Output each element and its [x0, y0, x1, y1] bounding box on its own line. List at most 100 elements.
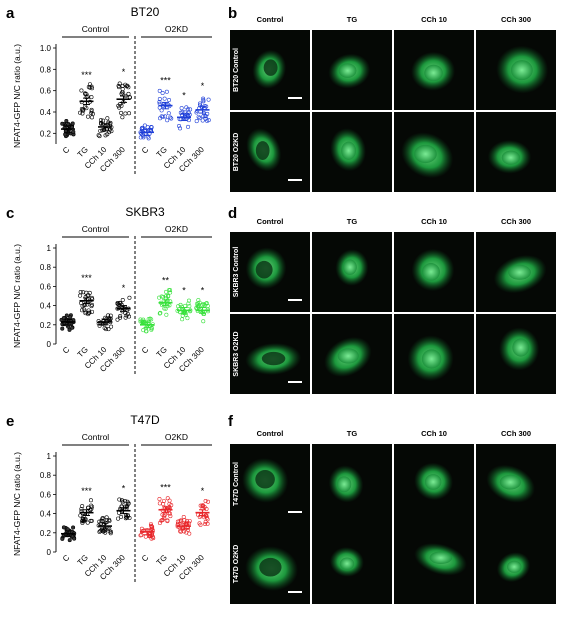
data-point — [109, 324, 114, 329]
image-row-label: BT20 Control — [233, 48, 240, 92]
data-point — [201, 114, 206, 119]
data-point — [182, 518, 187, 523]
data-point — [157, 295, 162, 300]
data-point — [205, 515, 210, 520]
data-point — [161, 502, 166, 507]
significance-stars: * — [201, 285, 205, 295]
y-tick-label: 0.2 — [40, 129, 52, 138]
data-point — [82, 307, 87, 312]
cell-nucleus — [263, 59, 278, 76]
data-point — [108, 529, 113, 534]
data-point — [186, 110, 191, 115]
image-column-header: CCh 300 — [501, 429, 531, 438]
data-point — [89, 518, 94, 523]
image-panel-label: f — [228, 413, 234, 430]
cell-nucleus — [510, 60, 533, 81]
cell-nucleus — [255, 141, 270, 160]
data-point — [187, 519, 192, 524]
x-tick-label: C — [61, 145, 72, 156]
data-point — [127, 111, 132, 116]
data-point — [166, 111, 171, 116]
data-point — [178, 126, 183, 131]
data-point — [200, 118, 205, 123]
x-tick-label: TG — [155, 553, 169, 567]
panel-skbr3: c d SKBR3 0 0.2 0.4 0.6 0.8 1 NFAT4-GFP N/C ratio… — [6, 205, 556, 394]
data-point — [206, 499, 211, 504]
data-point — [141, 135, 146, 140]
data-point — [126, 85, 131, 90]
data-point — [124, 505, 129, 510]
data-point — [177, 519, 182, 524]
y-tick-label: 0.8 — [40, 471, 52, 480]
group-label-control: Control — [82, 432, 110, 442]
data-point — [123, 499, 128, 504]
data-point — [169, 116, 174, 121]
data-point — [202, 312, 207, 317]
data-point — [90, 309, 95, 314]
data-point — [163, 294, 168, 299]
cell-nucleus — [512, 338, 530, 357]
data-point — [159, 108, 164, 113]
data-point — [204, 301, 209, 306]
data-point — [96, 133, 101, 138]
data-point — [202, 103, 207, 108]
data-point — [120, 500, 125, 505]
data-point — [124, 514, 129, 519]
data-point — [182, 529, 187, 534]
data-point — [119, 91, 124, 96]
data-point — [105, 116, 110, 121]
significance-stars: * — [201, 486, 205, 496]
plot-title: SKBR3 — [125, 205, 165, 219]
group-label-control: Control — [82, 24, 110, 34]
image-row-label: SKBR3 O2KD — [233, 331, 240, 376]
data-point — [198, 503, 203, 508]
data-point — [78, 110, 83, 115]
data-point — [64, 118, 69, 123]
group-label-o2kd: O2KD — [165, 224, 188, 234]
data-point — [61, 525, 66, 530]
data-point — [60, 536, 65, 541]
y-tick-label: 0.4 — [40, 510, 52, 519]
data-point — [157, 521, 162, 526]
image-column-header: CCh 10 — [421, 429, 447, 438]
data-point — [79, 88, 84, 93]
data-point — [89, 304, 94, 309]
y-tick-label: 0.2 — [40, 321, 52, 330]
cell-nucleus — [421, 349, 442, 369]
x-tick-label: TG — [155, 345, 169, 359]
data-point — [83, 302, 88, 307]
data-point — [138, 533, 143, 538]
data-point — [118, 314, 123, 319]
data-point — [164, 312, 169, 317]
data-point — [90, 504, 95, 509]
data-point — [186, 301, 191, 306]
significance-stars: *** — [81, 273, 92, 283]
data-point — [115, 317, 120, 322]
cell-nucleus — [501, 150, 521, 165]
image-column-header: CCh 10 — [421, 217, 447, 226]
data-point — [168, 288, 173, 293]
data-point — [146, 317, 151, 322]
data-point — [85, 520, 90, 525]
image-column-header: CCh 10 — [421, 15, 447, 24]
cell-nucleus — [261, 351, 286, 366]
data-point — [123, 82, 128, 87]
data-point — [87, 82, 92, 87]
image-column-header: TG — [347, 429, 358, 438]
cell-nucleus — [507, 560, 522, 573]
data-point — [71, 129, 76, 134]
plot-title: T47D — [130, 413, 160, 427]
data-point — [203, 522, 208, 527]
data-point — [203, 499, 208, 504]
data-point — [186, 527, 191, 532]
data-point — [206, 118, 211, 123]
data-point — [120, 87, 125, 92]
data-point — [149, 536, 154, 541]
cell-nucleus — [429, 551, 453, 565]
data-point — [108, 531, 113, 536]
image-row-label: SKBR3 Control — [233, 247, 240, 298]
data-point — [97, 323, 102, 328]
data-point — [160, 517, 165, 522]
data-point — [84, 92, 89, 97]
y-tick-label: 0.4 — [40, 302, 52, 311]
